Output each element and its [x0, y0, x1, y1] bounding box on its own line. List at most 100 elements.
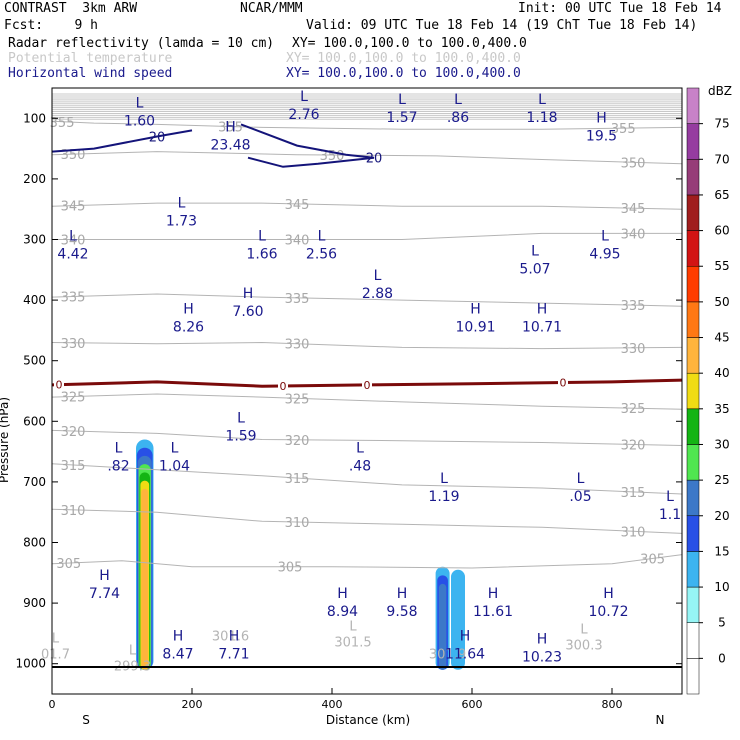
theta-contour-305 — [51, 554, 683, 569]
colorbar-swatch — [686, 586, 700, 623]
theta-label-305: 305 — [640, 552, 665, 567]
x-tick-label: 600 — [462, 698, 483, 711]
wind-extremum-type: L — [300, 89, 308, 105]
colorbar-label: 75 — [714, 117, 729, 131]
theta-label-310: 310 — [61, 504, 86, 519]
wind-extremum-value: 4.95 — [589, 247, 620, 263]
y-tick-label: 900 — [23, 596, 46, 610]
wind-extremum-value: 1.1 — [659, 507, 681, 523]
colorbar-label: 65 — [714, 188, 729, 202]
theta-contour-315 — [51, 463, 683, 495]
wind-extremum-value: 19.5 — [586, 128, 617, 144]
theta-label-325: 325 — [61, 390, 86, 405]
field-reflectivity: Radar reflectivity (lamda = 10 cm) — [8, 36, 275, 51]
field-theta-xy: XY= 100.0,100.0 to 100.0,400.0 — [286, 51, 521, 66]
zero-isotherm-gap — [54, 378, 64, 391]
theta-contour-310 — [51, 508, 683, 534]
wind-extremum-type: L — [538, 92, 546, 108]
field-wind: Horizontal wind speed — [8, 66, 173, 81]
valid-time: Valid: 09 UTC Tue 18 Feb 14 (19 ChT Tue … — [306, 18, 698, 33]
wind-extremum-type: H — [225, 120, 236, 136]
wind-extremum-value: 23.48 — [210, 138, 250, 154]
organization: NCAR/MMM — [240, 1, 303, 16]
wind-extremum-type: H — [173, 629, 184, 645]
theta-label-315: 315 — [61, 459, 86, 474]
wind-extremum-type: L — [237, 410, 245, 426]
theta-label-305: 305 — [56, 557, 81, 572]
model-title: CONTRAST 3km ARW — [4, 1, 138, 16]
theta-label-350: 350 — [61, 148, 86, 163]
y-tick-label: 800 — [23, 536, 46, 550]
theta-label-310: 310 — [285, 516, 310, 531]
wind-extremum-type: H — [397, 586, 408, 602]
y-tick-label: 700 — [23, 475, 46, 489]
wind-contour-0 — [51, 129, 193, 153]
colorbar-swatch — [686, 265, 700, 303]
theta-contour-350 — [51, 151, 683, 165]
wind-extremum-value: 1.18 — [526, 110, 557, 126]
colorbar-swatch — [686, 123, 700, 160]
wind-extremum-type: L — [440, 471, 448, 487]
field-reflectivity-xy: XY= 100.0,100.0 to 100.0,400.0 — [292, 36, 527, 51]
colorbar-label: 45 — [714, 331, 729, 345]
colorbar-label: 5 — [718, 616, 726, 630]
colorbar-label: 0 — [718, 651, 726, 665]
wind-extremum-type: H — [537, 301, 548, 317]
theta-label-340: 340 — [61, 234, 86, 249]
theta-contour-355 — [51, 120, 683, 130]
x-axis-label: Distance (km) — [326, 713, 410, 727]
theta-extremum-value: 301.6 — [212, 629, 249, 644]
wind-extremum-type: L — [171, 441, 179, 457]
colorbar: 0 5 10 15 20 25 30 35 40 45 50 55 60 65 70 75 — [686, 87, 730, 695]
colorbar-swatch — [686, 230, 700, 267]
colorbar-label: 55 — [714, 259, 729, 273]
colorbar-swatch — [686, 658, 700, 695]
wind-extremum-type: H — [99, 568, 110, 584]
wind-extremum-value: 10.72 — [588, 604, 628, 620]
colorbar-label: 30 — [714, 437, 729, 451]
wind-extremum-type: H — [183, 301, 194, 317]
reflectivity-cell-2-10 — [451, 569, 465, 670]
colorbar-swatch — [686, 551, 700, 588]
wind-extremum-value: .82 — [107, 459, 129, 475]
wind-extremum-value: .86 — [447, 110, 469, 126]
wind-extremum-type: L — [136, 95, 144, 111]
wind-extremum-type: L — [318, 229, 326, 245]
wind-extremum-value: 8.47 — [162, 647, 193, 663]
plot-frame — [51, 87, 683, 695]
theta-extremum-type: L — [349, 619, 357, 634]
theta-extremum-type: L — [129, 644, 137, 659]
wind-extremum-value: 8.94 — [327, 604, 358, 620]
wind-extremum-type: L — [398, 92, 406, 108]
theta-extremum-type: L — [52, 632, 60, 647]
theta-extremum-type: L — [580, 623, 588, 638]
wind-extremum-type: L — [178, 195, 186, 211]
wind-extremum-value: 8.26 — [173, 319, 204, 335]
theta-label-315: 315 — [285, 472, 310, 487]
theta-label-345: 345 — [61, 200, 86, 215]
colorbar-swatch — [686, 372, 700, 410]
zero-isotherm-label: 0 — [560, 377, 567, 390]
wind-extremum-value: 1.57 — [386, 110, 417, 126]
x-axis-south: S — [82, 713, 90, 727]
zero-isotherm-label: 0 — [280, 380, 287, 393]
wind-extremum-value: 1.59 — [225, 428, 256, 444]
wind-extremum-value: 10.71 — [522, 319, 562, 335]
colorbar-label: 25 — [714, 473, 729, 487]
wind-extremum-value: 1.04 — [159, 459, 190, 475]
theta-label-320: 320 — [61, 425, 86, 440]
theta-label-325: 325 — [285, 392, 310, 407]
wind-extremum-type: L — [531, 244, 539, 260]
wind-extremum-value: 1.66 — [246, 247, 277, 263]
wind-extremum-type: H — [596, 110, 607, 126]
y-tick-label: 500 — [23, 354, 46, 368]
theta-contour-320 — [51, 429, 683, 446]
wind-extremum-type: L — [374, 268, 382, 284]
wind-extremum-value: 1.73 — [166, 213, 197, 229]
wind-extremum-value: 11.61 — [473, 604, 513, 620]
colorbar-label: 60 — [714, 224, 729, 238]
wind-extremum-type: L — [115, 441, 123, 457]
x-tick-label: 800 — [602, 698, 623, 711]
wind-contour-1 — [240, 123, 375, 168]
